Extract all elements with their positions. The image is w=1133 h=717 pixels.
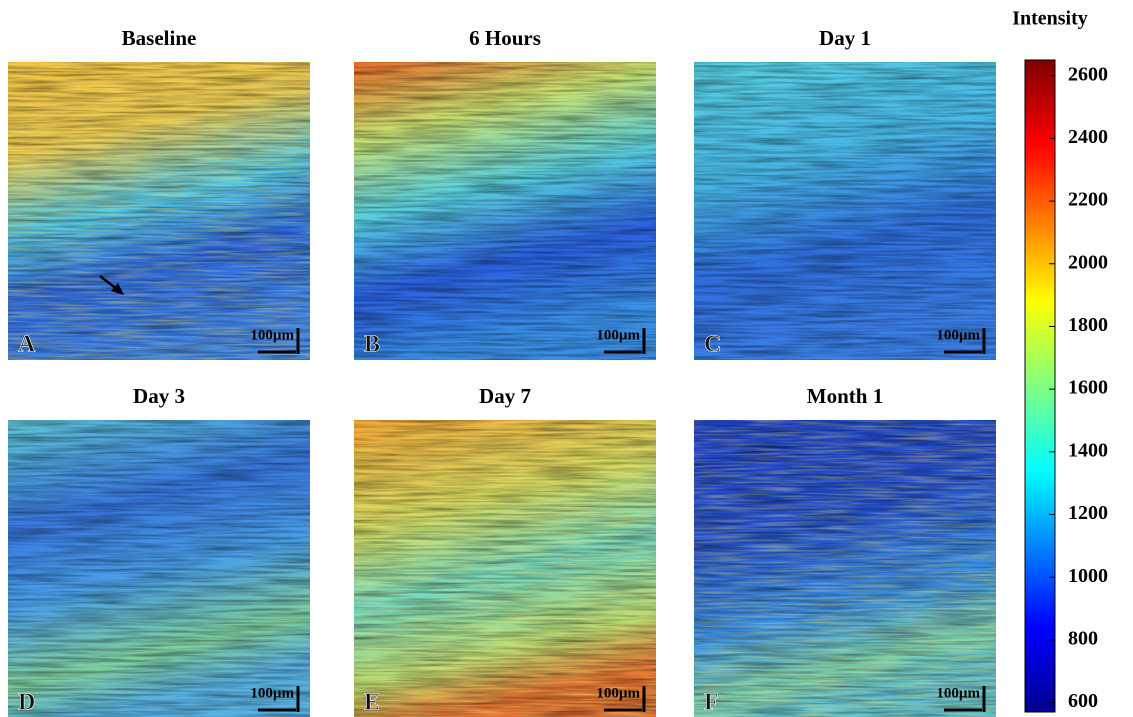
panel-letter: D [18,690,35,716]
scale-label: 100µm [596,327,640,343]
colorbar-tick-label: 800 [1068,627,1098,649]
panel-title: Day 7 [479,384,531,408]
colorbar-tick-label: 2600 [1068,63,1108,85]
panel-title: Day 3 [133,384,185,408]
panel-texture [8,420,310,717]
colorbar-tick-label: 2400 [1068,126,1108,148]
panel-letter: B [364,332,380,358]
panel-title: Baseline [122,26,197,50]
panel-texture [694,420,996,717]
colorbar-tick-label: 1000 [1068,565,1108,587]
colorbar-tick-label: 2200 [1068,189,1108,211]
colorbar-tick-label: 1800 [1068,314,1108,336]
scale-label: 100µm [936,685,980,701]
panel-texture [8,62,310,360]
panel-texture [354,62,656,360]
panel-letter: C [704,332,721,358]
colorbar-tick-label: 1200 [1068,502,1108,524]
scale-label: 100µm [596,685,640,701]
colorbar-tick-label: 600 [1068,690,1098,712]
panel-letter: E [364,690,380,716]
scale-label: 100µm [936,327,980,343]
arrow-head [111,283,124,295]
panel-title: 6 Hours [469,26,541,50]
panel-texture [694,62,996,360]
panel-texture [354,420,656,717]
panel-letter: F [704,690,719,716]
colorbar [1024,59,1056,713]
colorbar-title: Intensity [1012,8,1088,30]
panel-letter: A [18,332,36,358]
panel-title: Day 1 [819,26,871,50]
scale-label: 100µm [250,327,294,343]
panel-title: Month 1 [807,384,883,408]
colorbar-tick-label: 1400 [1068,439,1108,461]
scale-label: 100µm [250,685,294,701]
colorbar-tick-label: 2000 [1068,251,1108,273]
colorbar-tick-label: 1600 [1068,377,1108,399]
